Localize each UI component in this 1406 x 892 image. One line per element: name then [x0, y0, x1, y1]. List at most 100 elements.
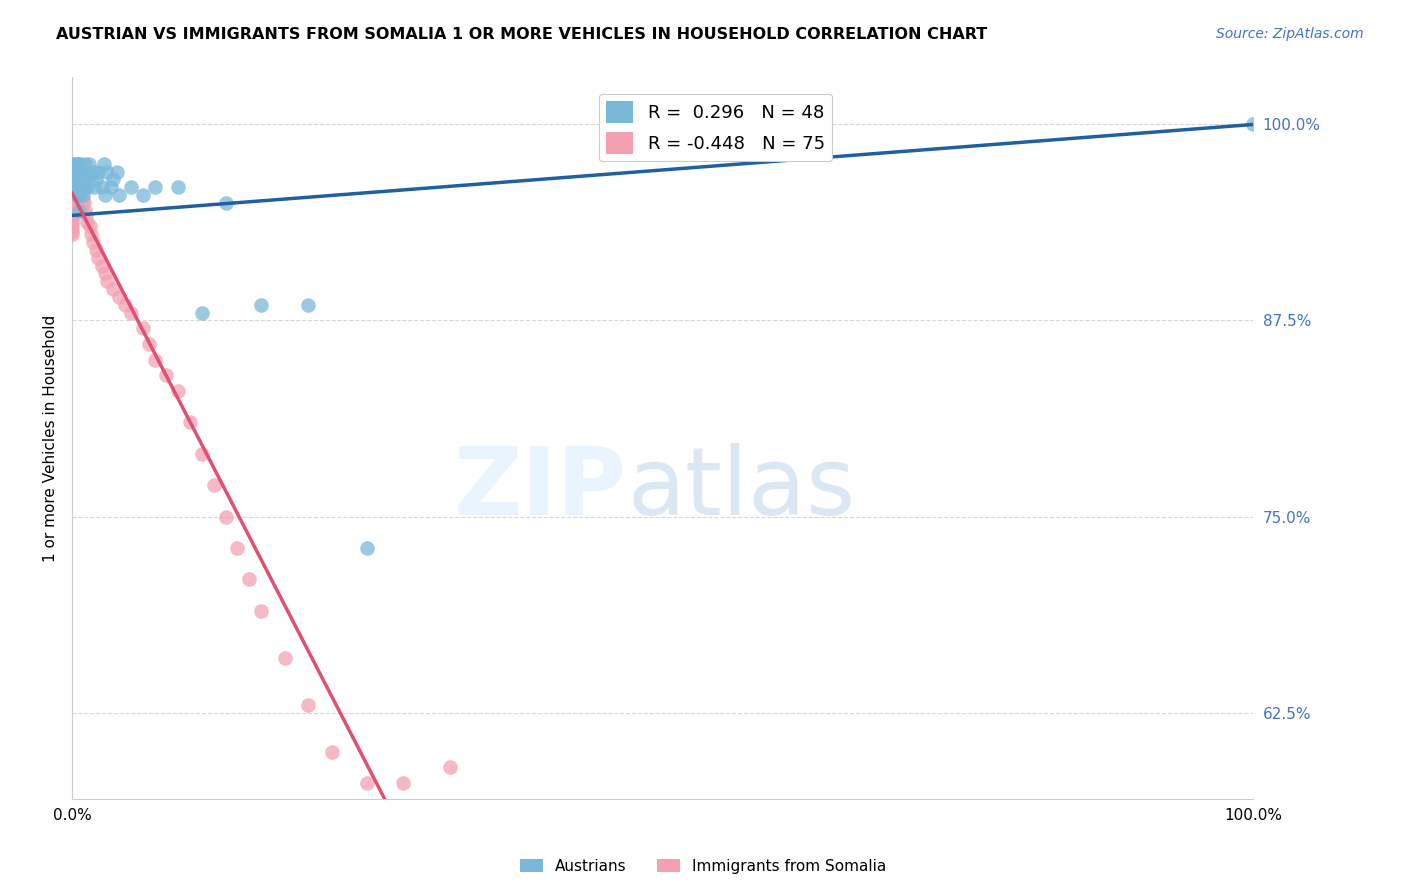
- Point: [70, 164, 93, 178]
- Point: [65, 172, 87, 186]
- Point: [79, 219, 101, 234]
- Point: [60, 227, 83, 242]
- Point: [120, 180, 142, 194]
- Point: [62, 164, 84, 178]
- Point: [191, 306, 214, 320]
- Point: [70, 188, 93, 202]
- Point: [60, 195, 83, 210]
- Point: [66, 164, 89, 178]
- Point: [84, 172, 107, 186]
- Point: [155, 368, 177, 383]
- Point: [66, 172, 89, 186]
- Point: [90, 259, 112, 273]
- Text: atlas: atlas: [627, 442, 855, 534]
- Point: [439, 760, 461, 774]
- Point: [60, 183, 83, 197]
- Point: [60, 168, 83, 182]
- Point: [72, 193, 94, 207]
- Point: [297, 698, 319, 712]
- Point: [96, 274, 118, 288]
- Point: [66, 180, 89, 194]
- Point: [67, 203, 90, 218]
- Point: [250, 298, 273, 312]
- Point: [108, 290, 131, 304]
- Point: [60, 203, 83, 218]
- Point: [62, 157, 84, 171]
- Point: [105, 164, 128, 178]
- Point: [63, 168, 86, 182]
- Point: [75, 209, 97, 223]
- Point: [66, 157, 89, 171]
- Point: [60, 161, 83, 176]
- Point: [73, 203, 96, 218]
- Point: [94, 267, 117, 281]
- Text: AUSTRIAN VS IMMIGRANTS FROM SOMALIA 1 OR MORE VEHICLES IN HOUSEHOLD CORRELATION : AUSTRIAN VS IMMIGRANTS FROM SOMALIA 1 OR…: [56, 27, 987, 42]
- Point: [60, 177, 83, 191]
- Point: [143, 180, 166, 194]
- Point: [138, 337, 160, 351]
- Point: [66, 157, 89, 171]
- Point: [73, 180, 96, 194]
- Point: [60, 211, 83, 226]
- Point: [65, 172, 87, 186]
- Point: [1241, 118, 1264, 132]
- Point: [60, 180, 83, 194]
- Point: [69, 180, 91, 194]
- Point: [83, 180, 105, 194]
- Point: [60, 174, 83, 188]
- Point: [60, 219, 83, 234]
- Point: [66, 195, 89, 210]
- Point: [60, 157, 83, 171]
- Point: [60, 193, 83, 207]
- Point: [73, 195, 96, 210]
- Point: [82, 164, 104, 178]
- Point: [63, 180, 86, 194]
- Point: [60, 164, 83, 178]
- Point: [60, 199, 83, 213]
- Point: [66, 188, 89, 202]
- Point: [60, 209, 83, 223]
- Point: [73, 157, 96, 171]
- Point: [62, 172, 84, 186]
- Point: [132, 188, 155, 202]
- Point: [167, 180, 190, 194]
- Point: [66, 180, 89, 194]
- Point: [94, 188, 117, 202]
- Point: [63, 161, 86, 176]
- Point: [143, 352, 166, 367]
- Point: [114, 298, 136, 312]
- Point: [238, 572, 260, 586]
- Point: [63, 188, 86, 202]
- Point: [60, 224, 83, 238]
- Point: [65, 164, 87, 178]
- Point: [66, 168, 89, 182]
- Point: [191, 447, 214, 461]
- Point: [226, 541, 249, 555]
- Point: [60, 170, 83, 185]
- Point: [76, 180, 98, 194]
- Point: [297, 298, 319, 312]
- Point: [214, 195, 236, 210]
- Point: [84, 243, 107, 257]
- Point: [72, 172, 94, 186]
- Point: [87, 251, 110, 265]
- Point: [93, 157, 115, 171]
- Point: [60, 180, 83, 194]
- Point: [202, 478, 225, 492]
- Point: [62, 188, 84, 202]
- Point: [273, 650, 295, 665]
- Text: Source: ZipAtlas.com: Source: ZipAtlas.com: [1216, 27, 1364, 41]
- Point: [103, 282, 125, 296]
- Point: [72, 188, 94, 202]
- Point: [103, 172, 125, 186]
- Point: [66, 188, 89, 202]
- Point: [132, 321, 155, 335]
- Point: [356, 776, 378, 790]
- Point: [77, 157, 100, 171]
- Point: [75, 164, 97, 178]
- Point: [69, 183, 91, 197]
- Point: [60, 188, 83, 202]
- Point: [76, 215, 98, 229]
- Text: ZIP: ZIP: [454, 442, 627, 534]
- Point: [356, 541, 378, 555]
